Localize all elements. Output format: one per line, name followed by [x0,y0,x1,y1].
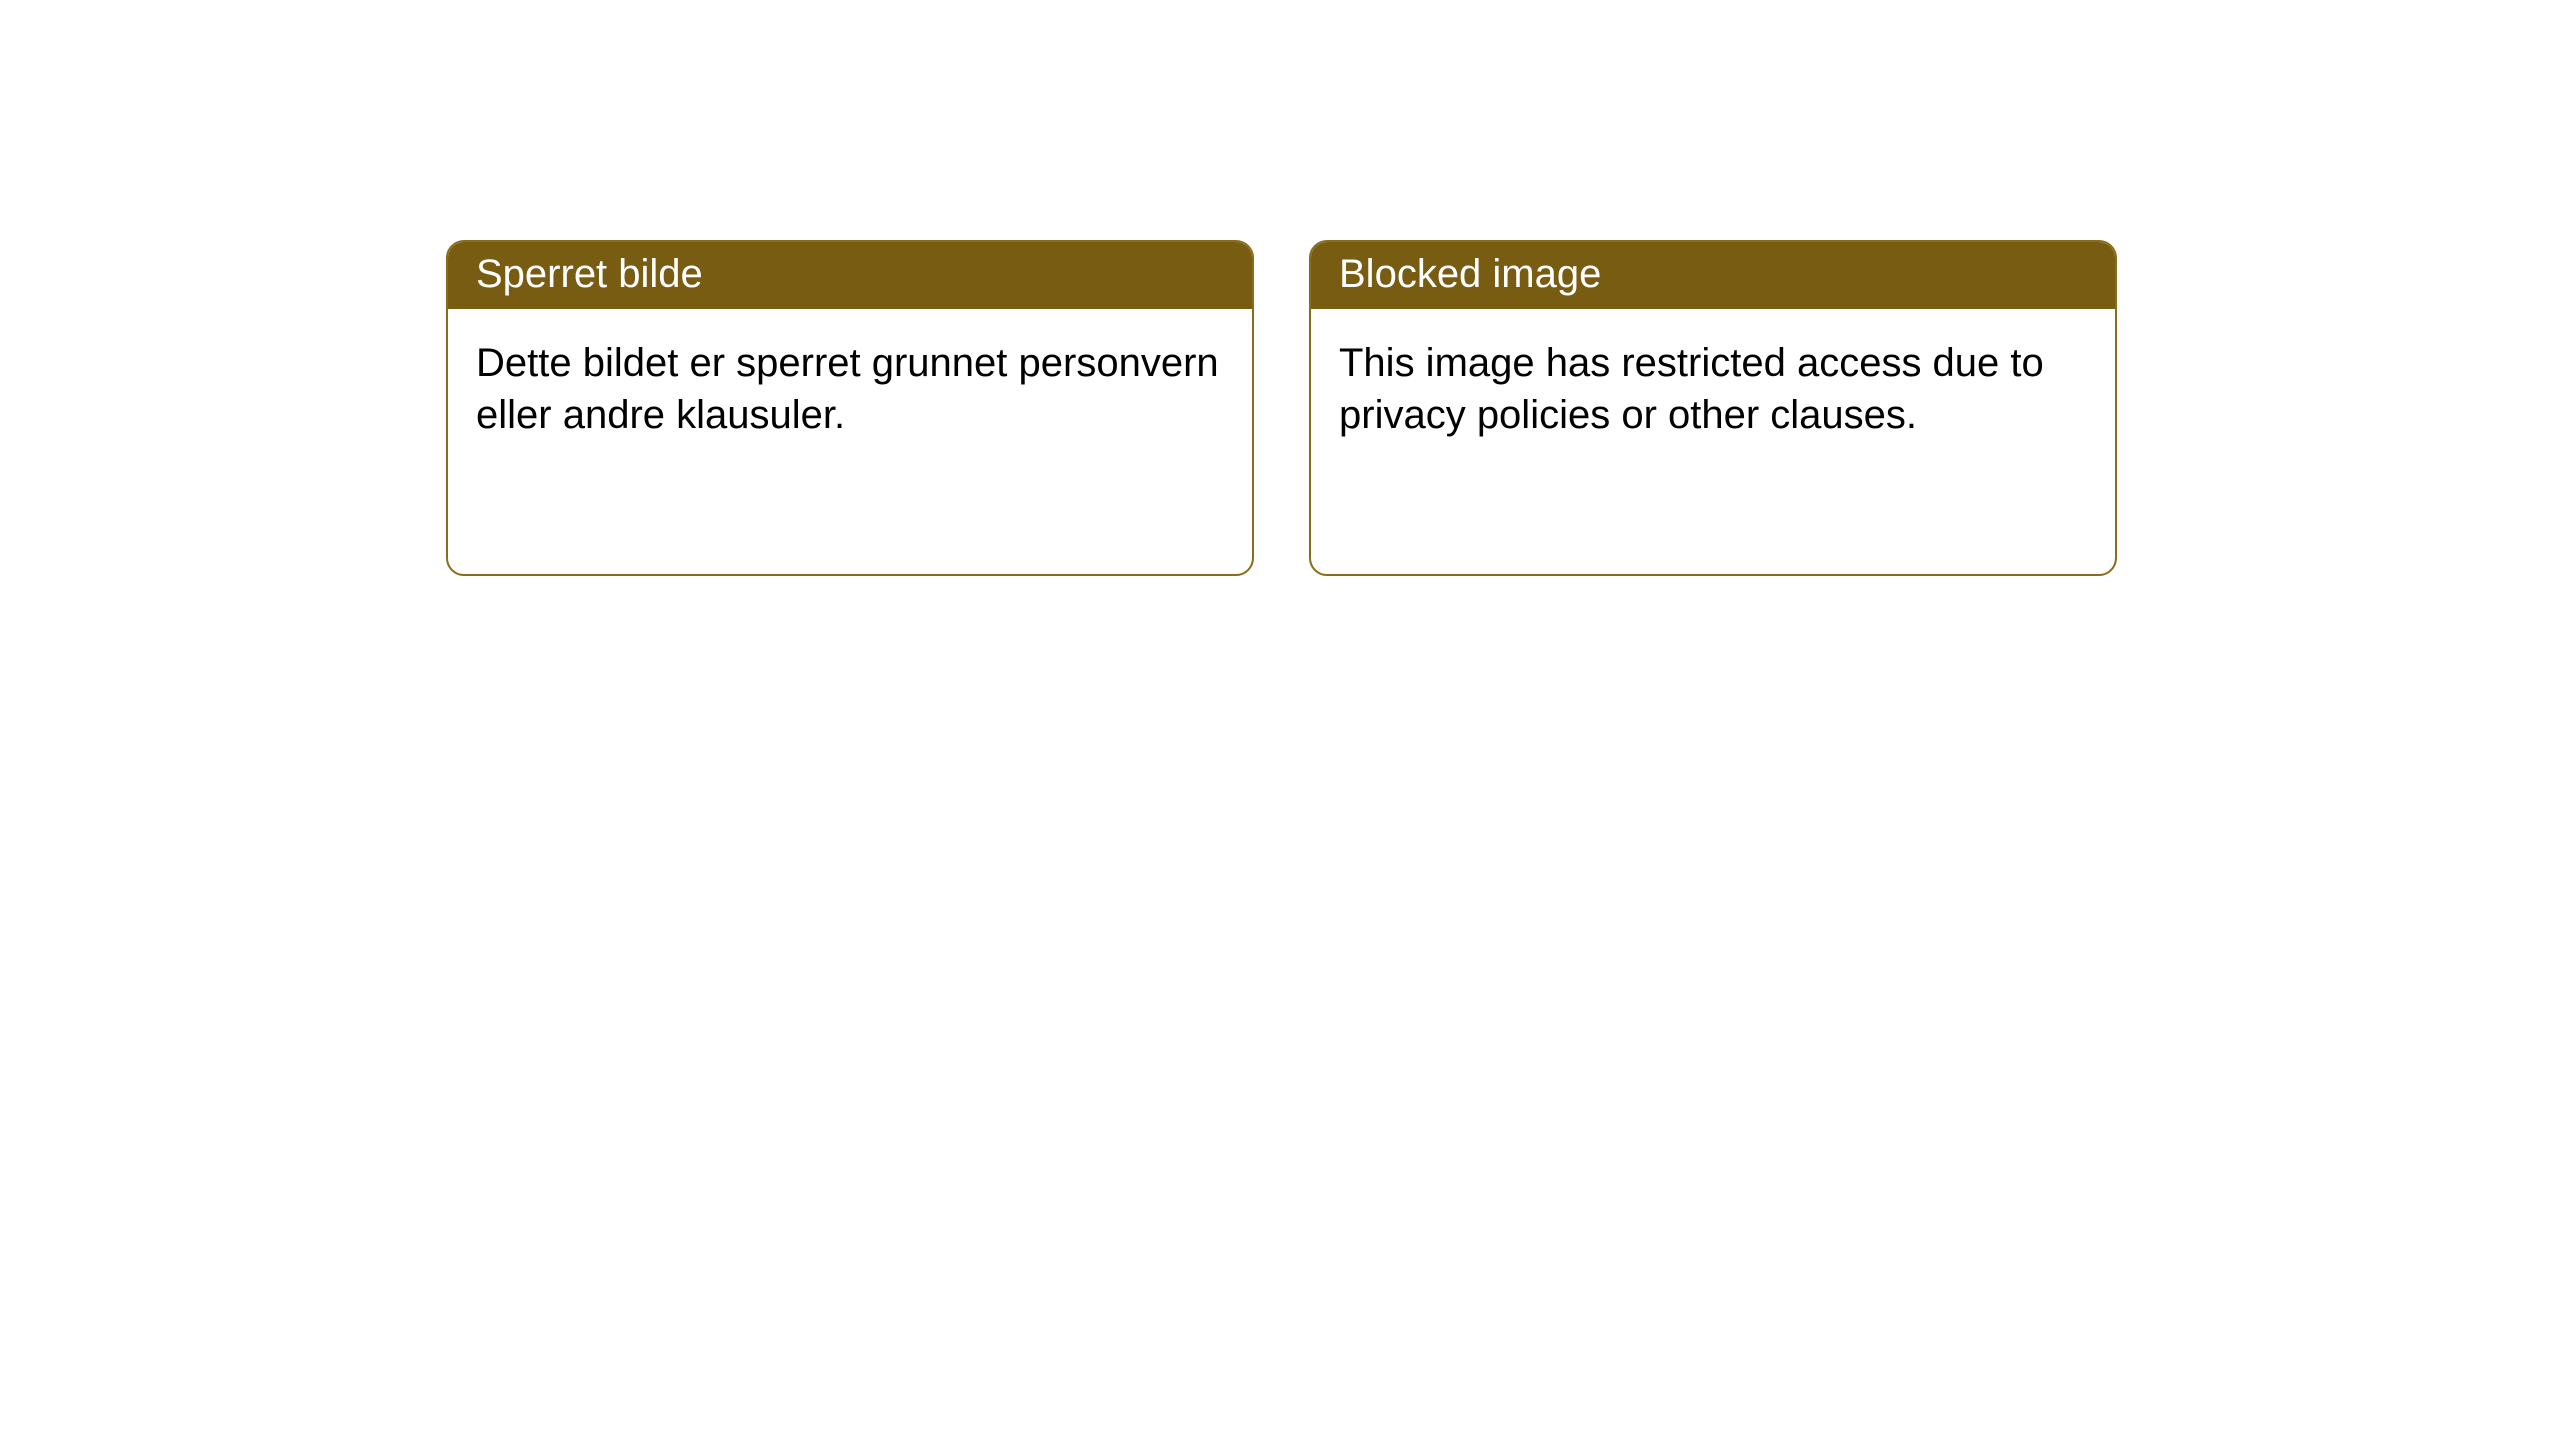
card-body: This image has restricted access due to … [1311,309,2115,441]
notice-card-row: Sperret bilde Dette bildet er sperret gr… [446,240,2117,576]
card-message: This image has restricted access due to … [1339,337,2087,441]
blocked-image-card-en: Blocked image This image has restricted … [1309,240,2117,576]
card-title: Blocked image [1339,252,1601,296]
card-header: Sperret bilde [448,242,1252,309]
card-body: Dette bildet er sperret grunnet personve… [448,309,1252,441]
card-title: Sperret bilde [476,252,703,296]
card-header: Blocked image [1311,242,2115,309]
blocked-image-card-no: Sperret bilde Dette bildet er sperret gr… [446,240,1254,576]
card-message: Dette bildet er sperret grunnet personve… [476,337,1224,441]
